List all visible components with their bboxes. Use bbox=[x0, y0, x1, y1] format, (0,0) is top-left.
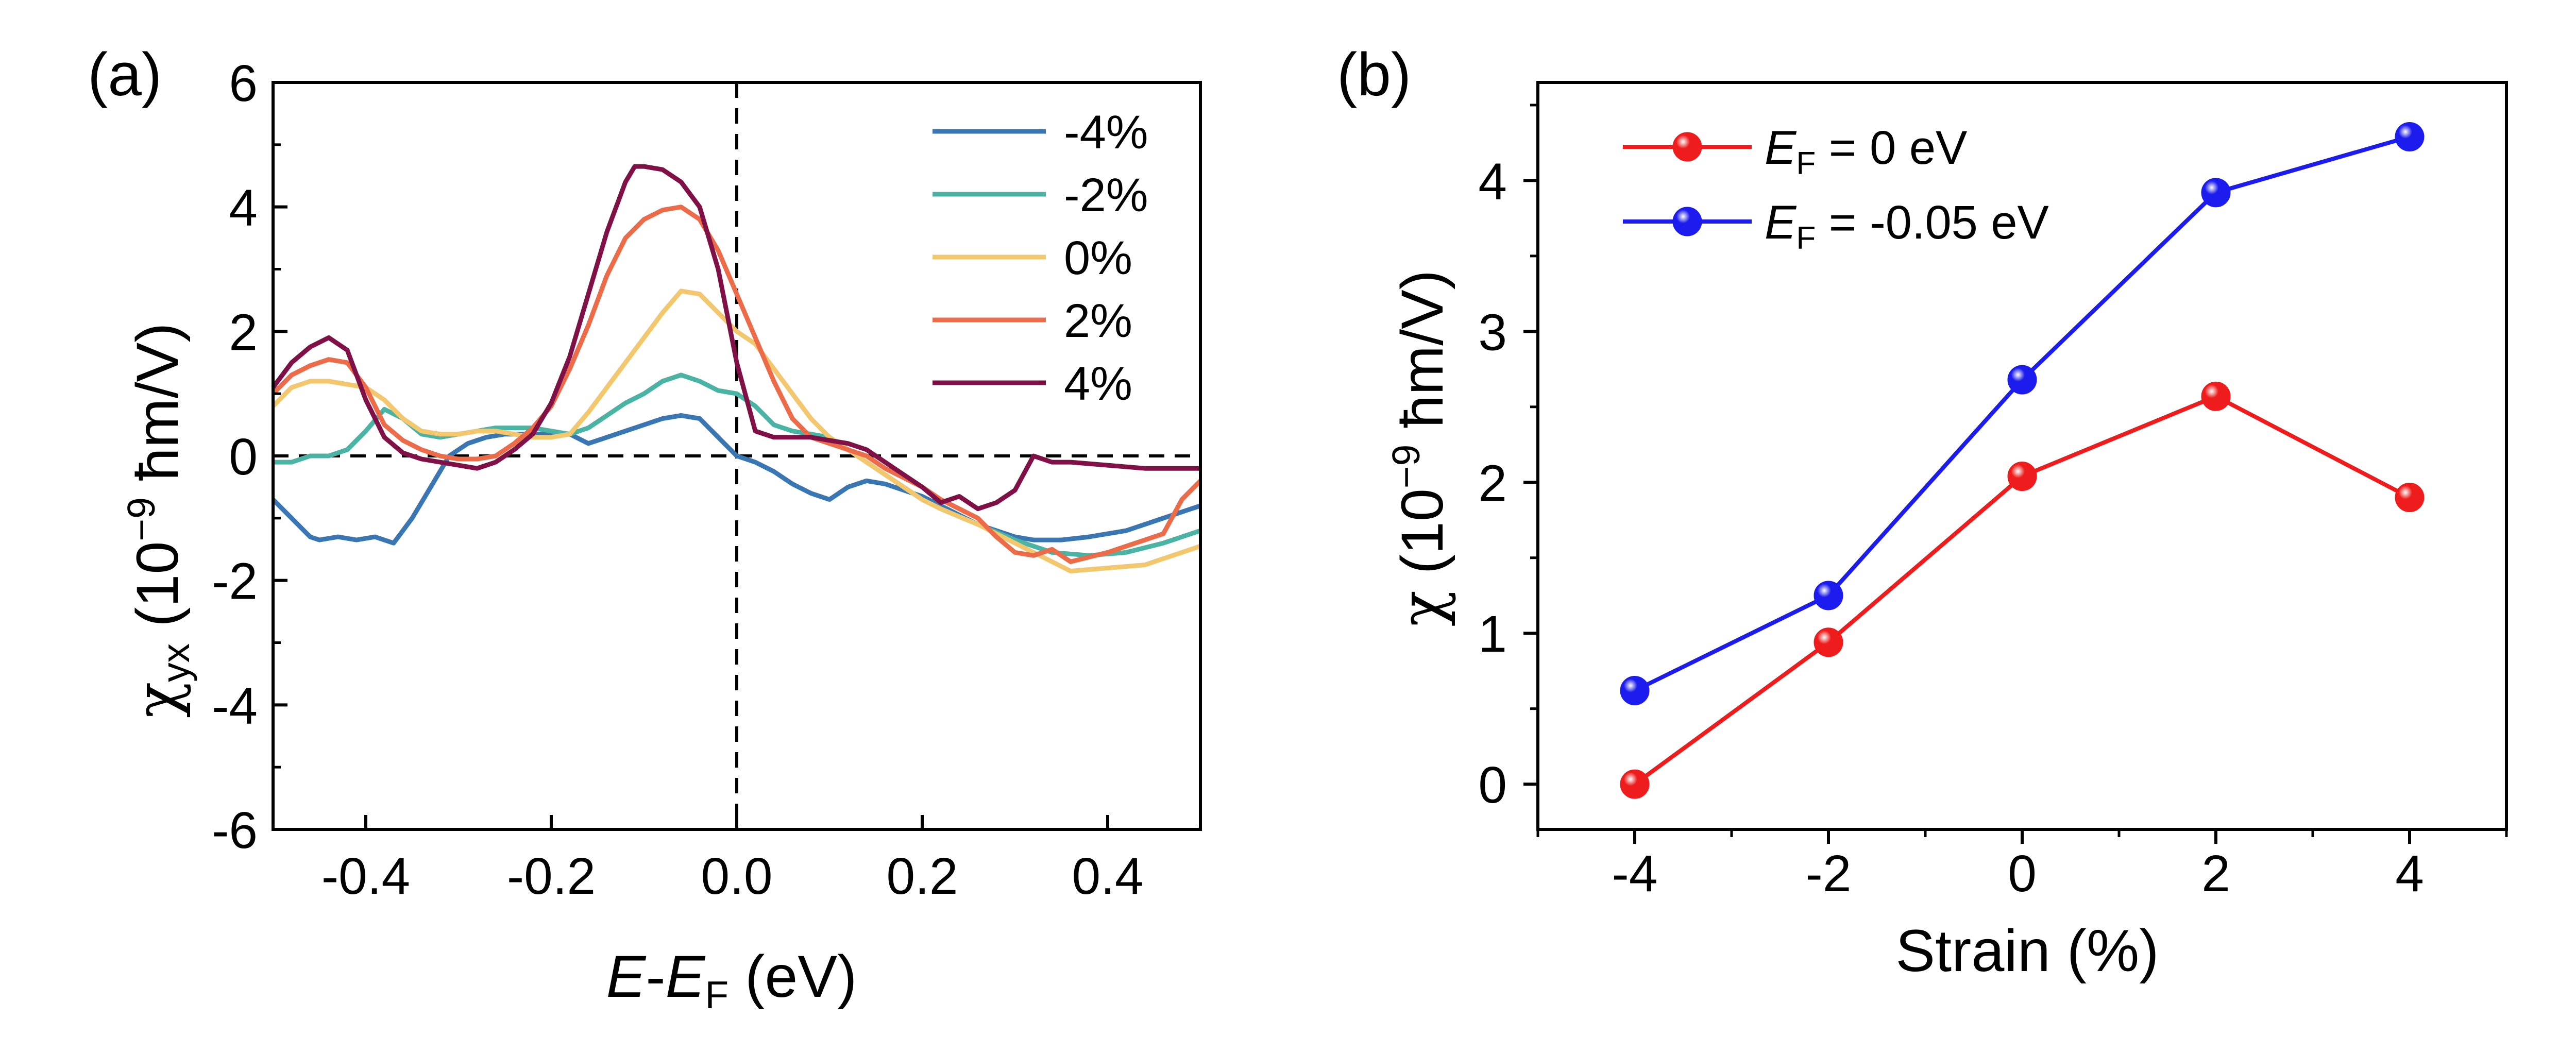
data-point-0-4 bbox=[2395, 483, 2425, 513]
panel-a-y-axis-title: χyx (10−9 ħm/V) bbox=[120, 322, 197, 718]
y-tick-label: 0 bbox=[1478, 756, 1507, 814]
data-point-0-0 bbox=[1620, 769, 1650, 799]
series-line-4 bbox=[271, 164, 1200, 512]
x-tick-label: -4 bbox=[1612, 845, 1658, 903]
series-line-3 bbox=[271, 205, 1202, 564]
panel-a-label: (a) bbox=[88, 41, 162, 109]
legend-label-3: 2% bbox=[1064, 295, 1132, 347]
data-point-1-4 bbox=[2395, 122, 2425, 151]
y-tick-label: 0 bbox=[229, 428, 258, 486]
data-point-0-2 bbox=[2007, 462, 2037, 491]
data-point-1-1 bbox=[1814, 581, 1843, 610]
legend-label-2: 0% bbox=[1064, 232, 1132, 284]
legend-label-0: -4% bbox=[1064, 106, 1148, 159]
legend-swatch-marker-0 bbox=[1672, 132, 1702, 162]
y-tick-label: -6 bbox=[212, 802, 258, 859]
legend-label-4: 4% bbox=[1064, 358, 1132, 410]
x-tick-label: 2 bbox=[2201, 845, 2230, 903]
panel-b-y-axis-title: χ (10−9 ħm/V) bbox=[1384, 270, 1457, 626]
x-tick-label: -2 bbox=[1806, 845, 1852, 903]
data-point-1-3 bbox=[2201, 178, 2231, 208]
y-tick-label: 3 bbox=[1478, 303, 1507, 361]
plot-frame-b bbox=[1536, 81, 2508, 831]
x-tick-label: 0 bbox=[2008, 845, 2037, 903]
y-tick-label: 2 bbox=[1478, 454, 1507, 512]
panel-a: (a) -0.4 -0.2 0.0 0.2 0.4 -6 -4 -2 0 2 4 6 -4% -2% 0%… bbox=[88, 41, 1202, 1016]
y-tick-label: 4 bbox=[229, 179, 258, 237]
legend-label-0: EF = 0 eV bbox=[1765, 122, 1967, 181]
x-tick-label: -0.4 bbox=[321, 847, 410, 905]
data-point-0-3 bbox=[2201, 381, 2231, 411]
y-tick-label: 1 bbox=[1478, 605, 1507, 663]
y-tick-label: -4 bbox=[212, 677, 258, 735]
legend-label-1: EF = -0.05 eV bbox=[1765, 196, 2049, 256]
y-tick-label: 6 bbox=[229, 55, 258, 112]
x-tick-label: -0.2 bbox=[507, 847, 596, 905]
panel-b-x-axis-title: Strain (%) bbox=[1895, 918, 2159, 984]
legend-swatch-marker-1 bbox=[1672, 207, 1702, 236]
legend-label-1: -2% bbox=[1064, 169, 1148, 222]
panel-b-label: (b) bbox=[1337, 41, 1411, 109]
x-tick-label: 0.4 bbox=[1072, 847, 1143, 905]
y-tick-label: -2 bbox=[212, 553, 258, 610]
x-tick-label: 0.0 bbox=[701, 847, 772, 905]
x-tick-label: 4 bbox=[2395, 845, 2424, 903]
series-line-2 bbox=[271, 288, 1201, 573]
x-tick-label: 0.2 bbox=[886, 847, 958, 905]
y-tick-label: 2 bbox=[229, 303, 258, 361]
data-point-1-2 bbox=[2007, 365, 2037, 395]
data-point-0-1 bbox=[1814, 627, 1843, 657]
data-point-1-0 bbox=[1620, 676, 1650, 706]
series-line-0 bbox=[1633, 394, 2411, 786]
panel-a-x-axis-title: E-EF (eV) bbox=[606, 944, 857, 1016]
y-tick-label: 4 bbox=[1478, 152, 1507, 210]
